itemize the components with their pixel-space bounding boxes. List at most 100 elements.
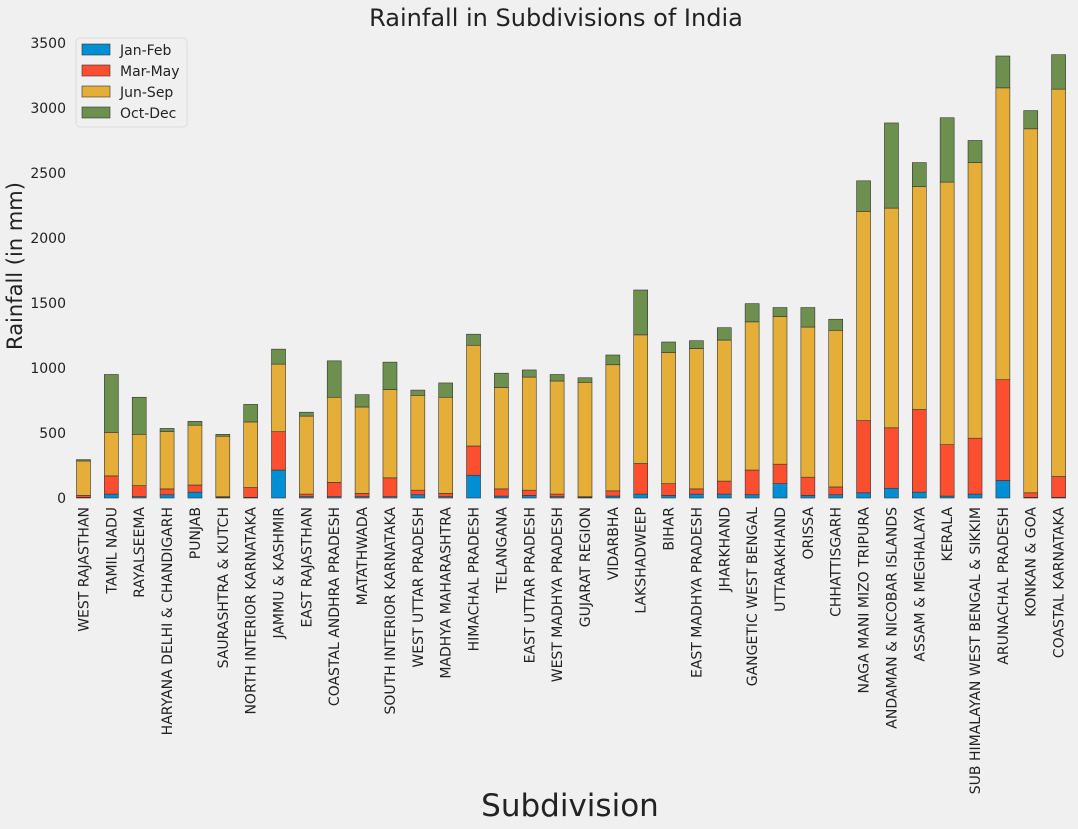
bar-segment-mar-may xyxy=(521,489,537,496)
bar-segment-jun-sep xyxy=(466,344,481,447)
y-axis-label: Rainfall (in mm) xyxy=(3,182,27,350)
bar-segment-oct-dec xyxy=(187,420,203,426)
bar-segment-jun-sep xyxy=(1023,128,1039,494)
bar-segment-mar-may xyxy=(549,493,565,498)
bar-segment-jun-sep xyxy=(76,460,91,496)
bar-segment-mar-may xyxy=(410,489,426,496)
bar-segment-mar-may xyxy=(187,484,203,493)
bar-segment-oct-dec xyxy=(243,404,258,423)
bar-segment-oct-dec xyxy=(661,341,676,353)
bar-segment-mar-may xyxy=(772,463,788,485)
bar-segment-oct-dec xyxy=(633,289,649,336)
bar-segment-jun-sep xyxy=(744,321,760,471)
bar-segment-oct-dec xyxy=(131,396,147,435)
bar-segment-jun-sep xyxy=(716,339,732,482)
bar-segment-jun-sep xyxy=(159,431,175,490)
x-tick-label: BIHAR xyxy=(662,507,678,551)
bar-segment-oct-dec xyxy=(744,303,760,323)
bar-segment-jun-sep xyxy=(438,396,453,494)
bar-segment-mar-may xyxy=(354,493,370,498)
bar-segment-jun-sep xyxy=(549,380,565,495)
x-tick-label: LAKSHADWEEP xyxy=(634,507,650,614)
bar-segment-oct-dec xyxy=(549,374,565,382)
bar-segment-jun-sep xyxy=(382,389,398,479)
bar-segment-jun-sep xyxy=(967,162,983,439)
bar-segment-jun-sep xyxy=(271,363,286,433)
bar-segment-mar-may xyxy=(243,487,258,498)
x-tick-label: TELANGANA xyxy=(494,507,510,594)
bar-segment-jan-feb xyxy=(104,493,119,499)
bar-segment-jun-sep xyxy=(689,348,704,490)
bar-segment-mar-may xyxy=(159,488,175,496)
bars-layer xyxy=(76,54,1066,499)
bar-segment-oct-dec xyxy=(800,307,816,328)
bar-segment-oct-dec xyxy=(939,117,955,183)
bar-segment-mar-may xyxy=(828,486,844,496)
y-tick-label: 500 xyxy=(39,426,66,442)
bar-segment-oct-dec xyxy=(104,374,119,433)
x-tick-label: COASTAL KARNATAKA xyxy=(1052,507,1068,658)
bar-segment-mar-may xyxy=(911,409,927,493)
x-tick-label: SAURASHTRA & KUTCH xyxy=(216,507,232,668)
bar-segment-jan-feb xyxy=(995,480,1011,499)
bar-segment-jun-sep xyxy=(215,435,231,498)
bar-segment-oct-dec xyxy=(856,180,871,212)
x-tick-label: MADHYA MAHARASHTRA xyxy=(439,507,455,679)
legend-label: Mar-May xyxy=(120,64,180,80)
x-tick-label: MATATHWADA xyxy=(355,507,371,606)
bar-segment-jun-sep xyxy=(884,207,899,429)
bar-segment-oct-dec xyxy=(159,428,175,433)
bar-segment-mar-may xyxy=(744,469,760,496)
x-axis-ticks: WEST RAJASTHAN TAMIL NADU RAYALSEEMA HARYAN… xyxy=(77,507,1068,795)
x-tick-label: WEST UTTAR PRADESH xyxy=(411,507,427,668)
legend-swatch xyxy=(81,64,111,77)
bar-segment-oct-dec xyxy=(772,307,788,317)
bar-segment-mar-may xyxy=(131,485,147,497)
bar-segment-mar-may xyxy=(1051,476,1066,498)
y-tick-label: 2000 xyxy=(30,231,66,247)
bar-segment-mar-may xyxy=(633,463,649,495)
bar-segment-oct-dec xyxy=(76,459,91,462)
bar-segment-jan-feb xyxy=(466,474,481,499)
bar-segment-jun-sep xyxy=(354,406,370,494)
bar-segment-mar-may xyxy=(800,476,816,496)
bar-segment-jan-feb xyxy=(187,491,203,499)
bar-segment-jan-feb xyxy=(967,493,983,499)
bar-segment-jan-feb xyxy=(271,469,286,499)
legend-label: Oct-Dec xyxy=(120,106,176,122)
bar-segment-mar-may xyxy=(967,437,983,495)
bar-segment-oct-dec xyxy=(326,360,342,398)
bar-segment-jan-feb xyxy=(856,492,871,499)
bar-segment-jun-sep xyxy=(243,421,258,488)
bar-segment-oct-dec xyxy=(995,55,1011,89)
bar-segment-oct-dec xyxy=(828,318,844,331)
bar-segment-oct-dec xyxy=(911,162,927,187)
bar-segment-mar-may xyxy=(856,420,871,494)
x-tick-label: TAMIL NADU xyxy=(104,507,120,595)
bar-segment-jan-feb xyxy=(828,494,844,499)
x-tick-label: RAYALSEEMA xyxy=(132,507,148,598)
bar-segment-mar-may xyxy=(689,488,704,495)
bar-segment-jan-feb xyxy=(689,493,704,499)
y-tick-label: 2500 xyxy=(30,166,66,182)
y-tick-label: 1500 xyxy=(30,296,66,312)
bar-segment-jan-feb xyxy=(661,495,676,499)
bar-segment-jun-sep xyxy=(633,334,649,464)
x-tick-label: KERALA xyxy=(940,507,956,562)
chart-title: Rainfall in Subdivisions of India xyxy=(369,4,743,32)
legend-label: Jan-Feb xyxy=(119,43,172,59)
bar-segment-oct-dec xyxy=(299,411,314,417)
x-tick-label: EAST MADHYA PRADESH xyxy=(689,507,705,678)
bar-segment-oct-dec xyxy=(494,372,509,388)
x-tick-label: HARYANA DELHI & CHANDIGARH xyxy=(160,507,176,735)
x-tick-label: PUNJAB xyxy=(188,507,204,559)
bar-segment-jun-sep xyxy=(577,381,593,497)
bar-segment-oct-dec xyxy=(577,377,593,383)
bar-segment-jun-sep xyxy=(410,394,426,491)
x-tick-label: HIMACHAL PRADESH xyxy=(467,507,483,651)
bar-segment-mar-may xyxy=(605,490,621,497)
bar-segment-oct-dec xyxy=(438,382,453,398)
x-tick-label: CHHATTISGARH xyxy=(829,507,845,617)
bar-segment-mar-may xyxy=(661,483,676,496)
